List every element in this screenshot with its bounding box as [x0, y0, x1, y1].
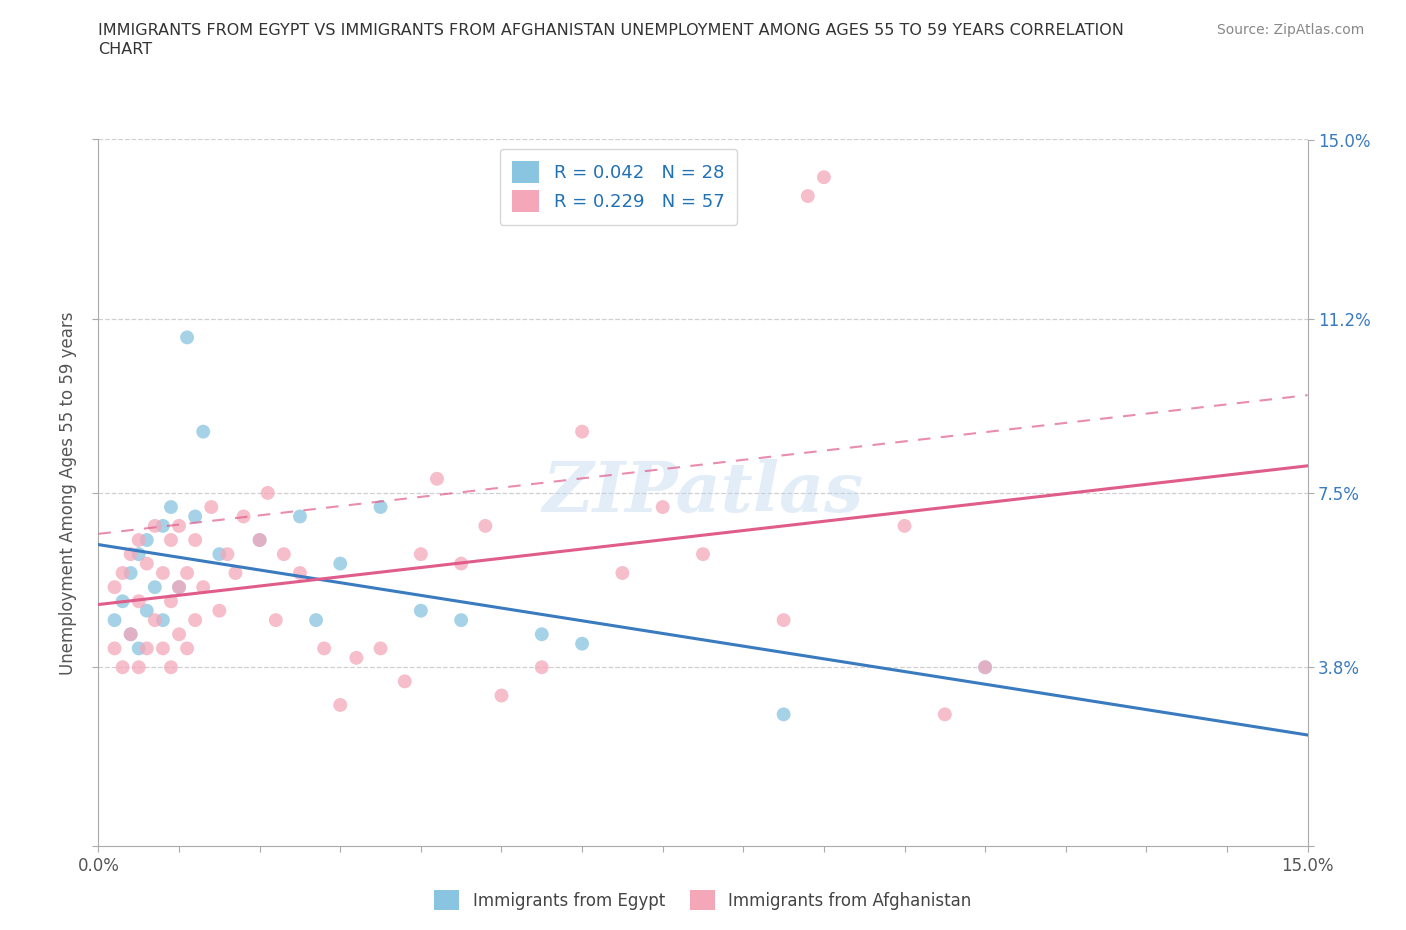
- Point: [249, 533, 271, 548]
- Point: [128, 594, 150, 609]
- Point: [314, 641, 336, 656]
- Point: [184, 613, 207, 628]
- Point: [491, 688, 513, 703]
- Point: [103, 641, 125, 656]
- Point: [176, 641, 198, 656]
- Point: [184, 509, 207, 524]
- Point: [128, 641, 150, 656]
- Point: [152, 518, 174, 533]
- Point: [256, 485, 278, 500]
- Point: [426, 472, 449, 486]
- Point: [176, 565, 198, 580]
- Point: [288, 565, 311, 580]
- Point: [329, 698, 352, 712]
- Point: [288, 509, 311, 524]
- Point: [571, 424, 593, 439]
- Point: [160, 533, 183, 548]
- Point: [143, 518, 166, 533]
- Point: [160, 499, 183, 514]
- Point: [135, 641, 157, 656]
- Point: [135, 604, 157, 618]
- Text: IMMIGRANTS FROM EGYPT VS IMMIGRANTS FROM AFGHANISTAN UNEMPLOYMENT AMONG AGES 55 : IMMIGRANTS FROM EGYPT VS IMMIGRANTS FROM…: [98, 23, 1125, 38]
- Point: [370, 641, 392, 656]
- Point: [160, 594, 183, 609]
- Point: [120, 627, 142, 642]
- Point: [772, 613, 794, 628]
- Point: [409, 604, 432, 618]
- Point: [208, 604, 231, 618]
- Point: [176, 330, 198, 345]
- Point: [111, 659, 134, 674]
- Point: [893, 518, 915, 533]
- Point: [409, 547, 432, 562]
- Point: [193, 579, 215, 594]
- Point: [167, 579, 190, 594]
- Point: [813, 170, 835, 185]
- Point: [184, 533, 207, 548]
- Point: [474, 518, 496, 533]
- Point: [797, 189, 820, 204]
- Point: [249, 533, 271, 548]
- Point: [264, 613, 287, 628]
- Point: [530, 659, 553, 674]
- Legend: R = 0.042   N = 28, R = 0.229   N = 57: R = 0.042 N = 28, R = 0.229 N = 57: [499, 149, 737, 225]
- Point: [934, 707, 956, 722]
- Point: [135, 556, 157, 571]
- Point: [530, 627, 553, 642]
- Point: [974, 659, 997, 674]
- Point: [120, 565, 142, 580]
- Point: [305, 613, 328, 628]
- Point: [224, 565, 246, 580]
- Point: [692, 547, 714, 562]
- Point: [103, 579, 125, 594]
- Y-axis label: Unemployment Among Ages 55 to 59 years: Unemployment Among Ages 55 to 59 years: [59, 312, 77, 674]
- Point: [143, 613, 166, 628]
- Point: [232, 509, 254, 524]
- Point: [167, 627, 190, 642]
- Point: [612, 565, 634, 580]
- Point: [394, 674, 416, 689]
- Point: [128, 659, 150, 674]
- Point: [571, 636, 593, 651]
- Point: [152, 613, 174, 628]
- Point: [152, 641, 174, 656]
- Point: [273, 547, 295, 562]
- Point: [974, 659, 997, 674]
- Point: [772, 707, 794, 722]
- Point: [329, 556, 352, 571]
- Point: [167, 579, 190, 594]
- Text: ZIPatlas: ZIPatlas: [543, 459, 863, 526]
- Text: Source: ZipAtlas.com: Source: ZipAtlas.com: [1216, 23, 1364, 37]
- Point: [651, 499, 673, 514]
- Point: [103, 613, 125, 628]
- Point: [120, 547, 142, 562]
- Point: [344, 650, 367, 665]
- Point: [128, 533, 150, 548]
- Point: [135, 533, 157, 548]
- Point: [160, 659, 183, 674]
- Point: [193, 424, 215, 439]
- Point: [450, 556, 472, 571]
- Point: [217, 547, 239, 562]
- Point: [370, 499, 392, 514]
- Point: [143, 579, 166, 594]
- Point: [120, 627, 142, 642]
- Point: [128, 547, 150, 562]
- Point: [111, 565, 134, 580]
- Text: CHART: CHART: [98, 42, 152, 57]
- Point: [167, 518, 190, 533]
- Point: [200, 499, 222, 514]
- Point: [208, 547, 231, 562]
- Point: [152, 565, 174, 580]
- Point: [450, 613, 472, 628]
- Point: [111, 594, 134, 609]
- Legend: Immigrants from Egypt, Immigrants from Afghanistan: Immigrants from Egypt, Immigrants from A…: [427, 884, 979, 917]
